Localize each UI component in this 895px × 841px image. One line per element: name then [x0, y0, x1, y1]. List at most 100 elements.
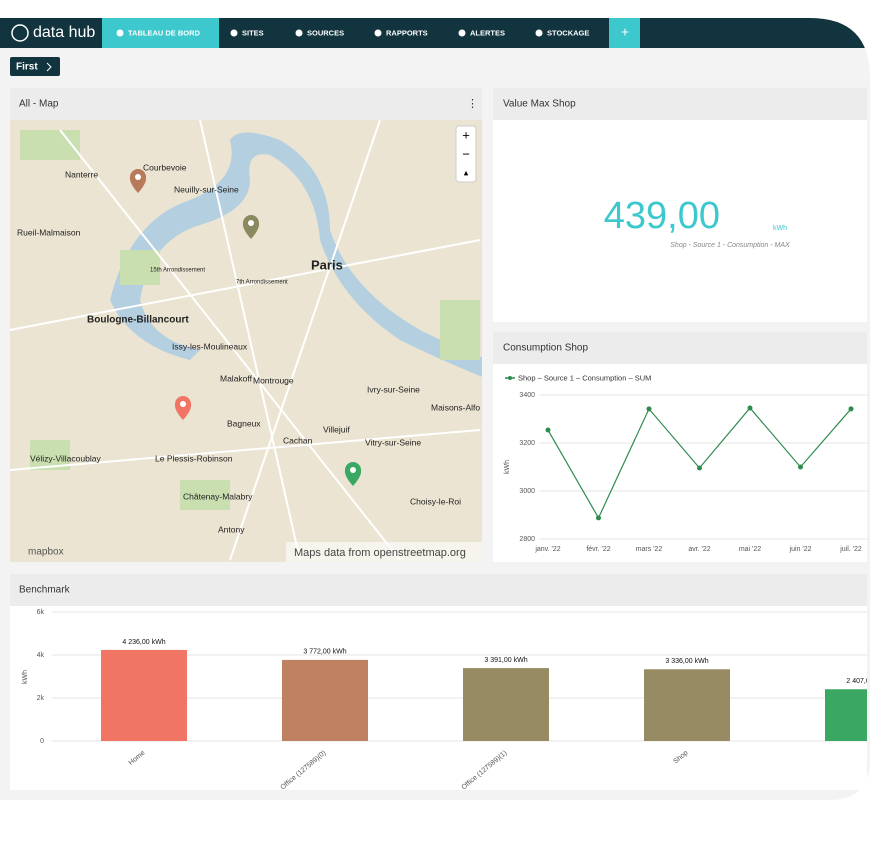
map-pin[interactable]: [344, 462, 362, 486]
nav-item[interactable]: SOURCES: [307, 28, 344, 37]
bar: [101, 649, 187, 741]
place-label: Vitry-sur-Seine: [365, 437, 421, 447]
chevron: [46, 62, 52, 72]
map-pin[interactable]: [242, 215, 260, 239]
place-label: Le Plessis-Robinson: [155, 453, 233, 463]
value-label: 4 236,00 kWh: [122, 639, 165, 646]
y-tick-label: 6k: [37, 609, 45, 616]
y-tick-label: 4k: [37, 652, 45, 659]
legend-label: Shop – Source 1 – Consumption – SUM: [518, 373, 651, 382]
nav-icon: [374, 29, 382, 37]
line-chart: 2800 3000 3200 3400 kWh janv. '22 févr. '22 mar…: [504, 373, 867, 553]
value-label: 2 407,00 kWh: [846, 678, 889, 685]
place-label: Cachan: [283, 435, 313, 445]
attribution[interactable]: Maps data from openstreetmap.org: [294, 547, 466, 559]
y-tick-label: 0: [40, 738, 44, 745]
y-tick-label: 2800: [519, 536, 535, 543]
bar: [463, 668, 549, 741]
place-label: Issy-les-Moulineaux: [172, 341, 248, 351]
y-tick-label: 2k: [37, 695, 45, 702]
zoom-in[interactable]: +: [462, 127, 470, 142]
map: Nanterre Courbevoie Neuilly-sur-Seine Rueil…: [10, 120, 482, 562]
point: [798, 464, 803, 470]
kpi-unit: kWh: [773, 225, 787, 232]
x-tick-label: juin '22: [789, 546, 812, 553]
x-tick-label: avr. '22: [688, 546, 710, 553]
panel-title: Consumption Shop: [503, 343, 588, 354]
x-tick-label: janv. '22: [534, 546, 560, 553]
zoom-out[interactable]: −: [462, 146, 470, 161]
place-label: Paris: [311, 257, 343, 272]
panel-header: [493, 332, 867, 364]
place-label: Neuilly-sur-Seine: [174, 184, 239, 194]
nav-item[interactable]: STOCKAGE: [547, 28, 589, 37]
nav-icon: [295, 29, 303, 37]
place-label: Vélizy-Villacoublay: [30, 453, 101, 463]
breadcrumb[interactable]: First: [16, 62, 38, 73]
attribution-bg: [286, 542, 482, 562]
places: Nanterre Courbevoie Neuilly-sur-Seine Rueil…: [17, 162, 480, 534]
bar: [644, 669, 730, 741]
place-label: Châtenay-Malabry: [183, 491, 253, 501]
place-label: Bagneux: [227, 418, 261, 428]
nav-icon: [116, 29, 124, 37]
nav-item[interactable]: SITES: [242, 28, 264, 37]
panel: [493, 332, 867, 562]
nav-icon: [535, 29, 543, 37]
value-label: 3 336,00 kWh: [665, 658, 708, 665]
place-label: Courbevoie: [143, 162, 187, 172]
x-tick-label: mars '22: [636, 546, 663, 553]
panel-title: Value Max Shop: [503, 99, 576, 110]
park: [440, 300, 480, 360]
point: [747, 405, 753, 411]
nav-add-bg[interactable]: [609, 18, 640, 48]
logo: data hub: [33, 24, 95, 41]
bar: [825, 689, 867, 741]
place-label: 15th Arrondissement: [150, 268, 205, 274]
point: [848, 406, 854, 412]
zoom-box: [455, 125, 477, 183]
bar: [282, 659, 368, 741]
value-label: 3 772,00 kWh: [303, 649, 346, 656]
place-label: Montrouge: [253, 375, 294, 385]
nav-icon: [230, 29, 238, 37]
place-label: Choisy-le-Roi: [410, 496, 461, 506]
point: [646, 406, 652, 412]
nav-item[interactable]: TABLEAU DE BORD: [128, 28, 201, 37]
nav: TABLEAU DE BORD SITES SOURCES RAPPORTS ALERT…: [116, 28, 589, 37]
panel-title: Benchmark: [19, 585, 71, 596]
map-pin-dot: [135, 174, 141, 180]
map-pin[interactable]: [129, 169, 147, 193]
place-label: Boulogne-Billancourt: [87, 315, 189, 326]
park: [120, 250, 160, 285]
river: [110, 132, 482, 380]
map-pin[interactable]: [174, 396, 192, 420]
nav-add[interactable]: +: [621, 24, 629, 40]
point: [596, 515, 601, 521]
map-logo: mapbox: [28, 547, 64, 558]
nav-item[interactable]: ALERTES: [470, 28, 505, 37]
pins: [129, 169, 362, 486]
map-pin-dot: [248, 220, 254, 226]
place-label: Antony: [218, 524, 245, 534]
x-tick-label: févr. '22: [586, 546, 610, 553]
value-label: 3 391,00 kWh: [484, 657, 527, 664]
breadcrumb-bg[interactable]: [10, 57, 60, 76]
legend-dot: [508, 376, 512, 380]
point: [697, 465, 702, 471]
y-tick-label: 3400: [519, 392, 535, 399]
y-axis-label: kWh: [504, 460, 511, 474]
place-label: Rueil-Malmaison: [17, 227, 81, 237]
compass[interactable]: ▴: [464, 167, 469, 177]
menu-icon[interactable]: ⋮: [467, 98, 478, 110]
panel-header: [10, 88, 482, 120]
y-tick-label: 3000: [519, 488, 535, 495]
nav-item[interactable]: RAPPORTS: [386, 28, 428, 37]
place-label: Maisons-Alfo: [431, 402, 480, 412]
point: [545, 427, 551, 433]
map-pin-dot: [180, 401, 186, 407]
panel: [493, 88, 867, 322]
place-label: 7th Arrondissement: [236, 280, 288, 286]
roads: [10, 120, 481, 561]
